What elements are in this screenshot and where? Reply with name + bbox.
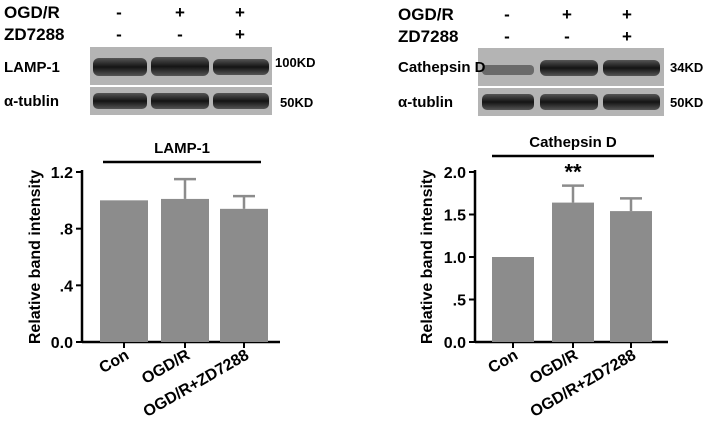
sign-ogdr-lane2: + bbox=[562, 5, 572, 24]
band-lamp1-lane1 bbox=[93, 58, 147, 76]
band-tubulin-right-lane2 bbox=[540, 94, 598, 110]
bar bbox=[492, 257, 534, 342]
x-tick-label: Con bbox=[486, 347, 521, 377]
band-size-tubulin-left: 50KD bbox=[280, 95, 313, 110]
y-tick-label: 2.0 bbox=[444, 165, 466, 182]
bar bbox=[220, 208, 268, 342]
significance-marker: ** bbox=[564, 160, 582, 185]
y-tick-label: .5 bbox=[453, 293, 466, 310]
band-size-tubulin-right: 50KD bbox=[670, 95, 703, 110]
band-size-cathepsin-d: 34KD bbox=[670, 60, 703, 75]
y-tick-label: 0.0 bbox=[444, 335, 466, 352]
band-label-tubulin-left: α-tublin bbox=[4, 93, 59, 110]
band-tubulin-left-lane2 bbox=[151, 93, 209, 109]
y-tick-label: 1.2 bbox=[51, 165, 73, 182]
treatment-label-ogdr: OGD/R bbox=[398, 5, 454, 24]
chart-title: Cathepsin D bbox=[529, 134, 617, 151]
treatment-label-zd7288: ZD7288 bbox=[4, 25, 64, 44]
band-label-cathepsin-d: Cathepsin D bbox=[398, 59, 486, 76]
chart-title: LAMP-1 bbox=[154, 140, 210, 157]
band-cathepsin-d-lane2 bbox=[540, 60, 598, 76]
y-tick-label: 1.0 bbox=[444, 250, 466, 267]
bar bbox=[552, 202, 594, 342]
band-lamp1-lane2 bbox=[151, 57, 209, 76]
x-tick-label: OGD/R+ZD7288 bbox=[141, 347, 252, 421]
bar-chart-cathepsin-d: Cathepsin D 0.0 .5 1.0 1.5 2.0 Relative band i… bbox=[419, 134, 668, 421]
sign-zd7288-lane1: - bbox=[504, 27, 510, 46]
sign-ogdr-lane1: - bbox=[116, 3, 122, 22]
bar bbox=[610, 211, 652, 342]
sign-zd7288-lane2: - bbox=[564, 27, 570, 46]
band-label-lamp1: LAMP-1 bbox=[4, 59, 60, 76]
band-cathepsin-d-lane1 bbox=[482, 65, 534, 75]
y-tick-label: 1.5 bbox=[444, 208, 466, 225]
y-axis-label: Relative band intensity bbox=[419, 170, 436, 344]
sign-ogdr-lane2: + bbox=[175, 3, 185, 22]
sign-ogdr-lane3: + bbox=[235, 3, 245, 22]
y-tick-label: .4 bbox=[60, 278, 73, 295]
sign-zd7288-lane2: - bbox=[177, 25, 183, 44]
y-tick-label: 0.0 bbox=[51, 335, 73, 352]
band-tubulin-right-lane3 bbox=[603, 94, 660, 110]
band-tubulin-right-lane1 bbox=[482, 94, 534, 110]
sign-ogdr-lane1: - bbox=[504, 5, 510, 24]
sign-zd7288-lane3: + bbox=[622, 27, 632, 46]
bar bbox=[161, 198, 209, 342]
sign-ogdr-lane3: + bbox=[622, 5, 632, 24]
band-label-tubulin-right: α-tublin bbox=[398, 94, 453, 111]
sign-zd7288-lane1: - bbox=[116, 25, 122, 44]
treatment-label-ogdr: OGD/R bbox=[4, 3, 60, 22]
bar-chart-lamp1: LAMP-1 0.0 .4 .8 1.2 Relative band intensity C… bbox=[27, 140, 280, 421]
blot-panel-lamp1: OGD/R ZD7288 - + + - - + LAMP-1 100KD α-… bbox=[4, 3, 315, 115]
sign-zd7288-lane3: + bbox=[235, 25, 245, 44]
band-size-lamp1: 100KD bbox=[275, 55, 315, 70]
bar bbox=[100, 200, 148, 342]
x-tick-label: Con bbox=[97, 347, 132, 377]
band-tubulin-left-lane3 bbox=[213, 93, 269, 109]
band-lamp1-lane3 bbox=[213, 59, 269, 75]
x-tick-label: OGD/R+ZD7288 bbox=[528, 347, 639, 421]
band-tubulin-left-lane1 bbox=[93, 93, 147, 109]
y-tick-label: .8 bbox=[60, 222, 73, 239]
band-cathepsin-d-lane3 bbox=[603, 60, 660, 76]
treatment-label-zd7288: ZD7288 bbox=[398, 27, 458, 46]
blot-panel-cathepsin-d: OGD/R ZD7288 - + + - - + Cathepsin D 34K… bbox=[398, 5, 703, 116]
y-axis-label: Relative band intensity bbox=[27, 170, 44, 344]
